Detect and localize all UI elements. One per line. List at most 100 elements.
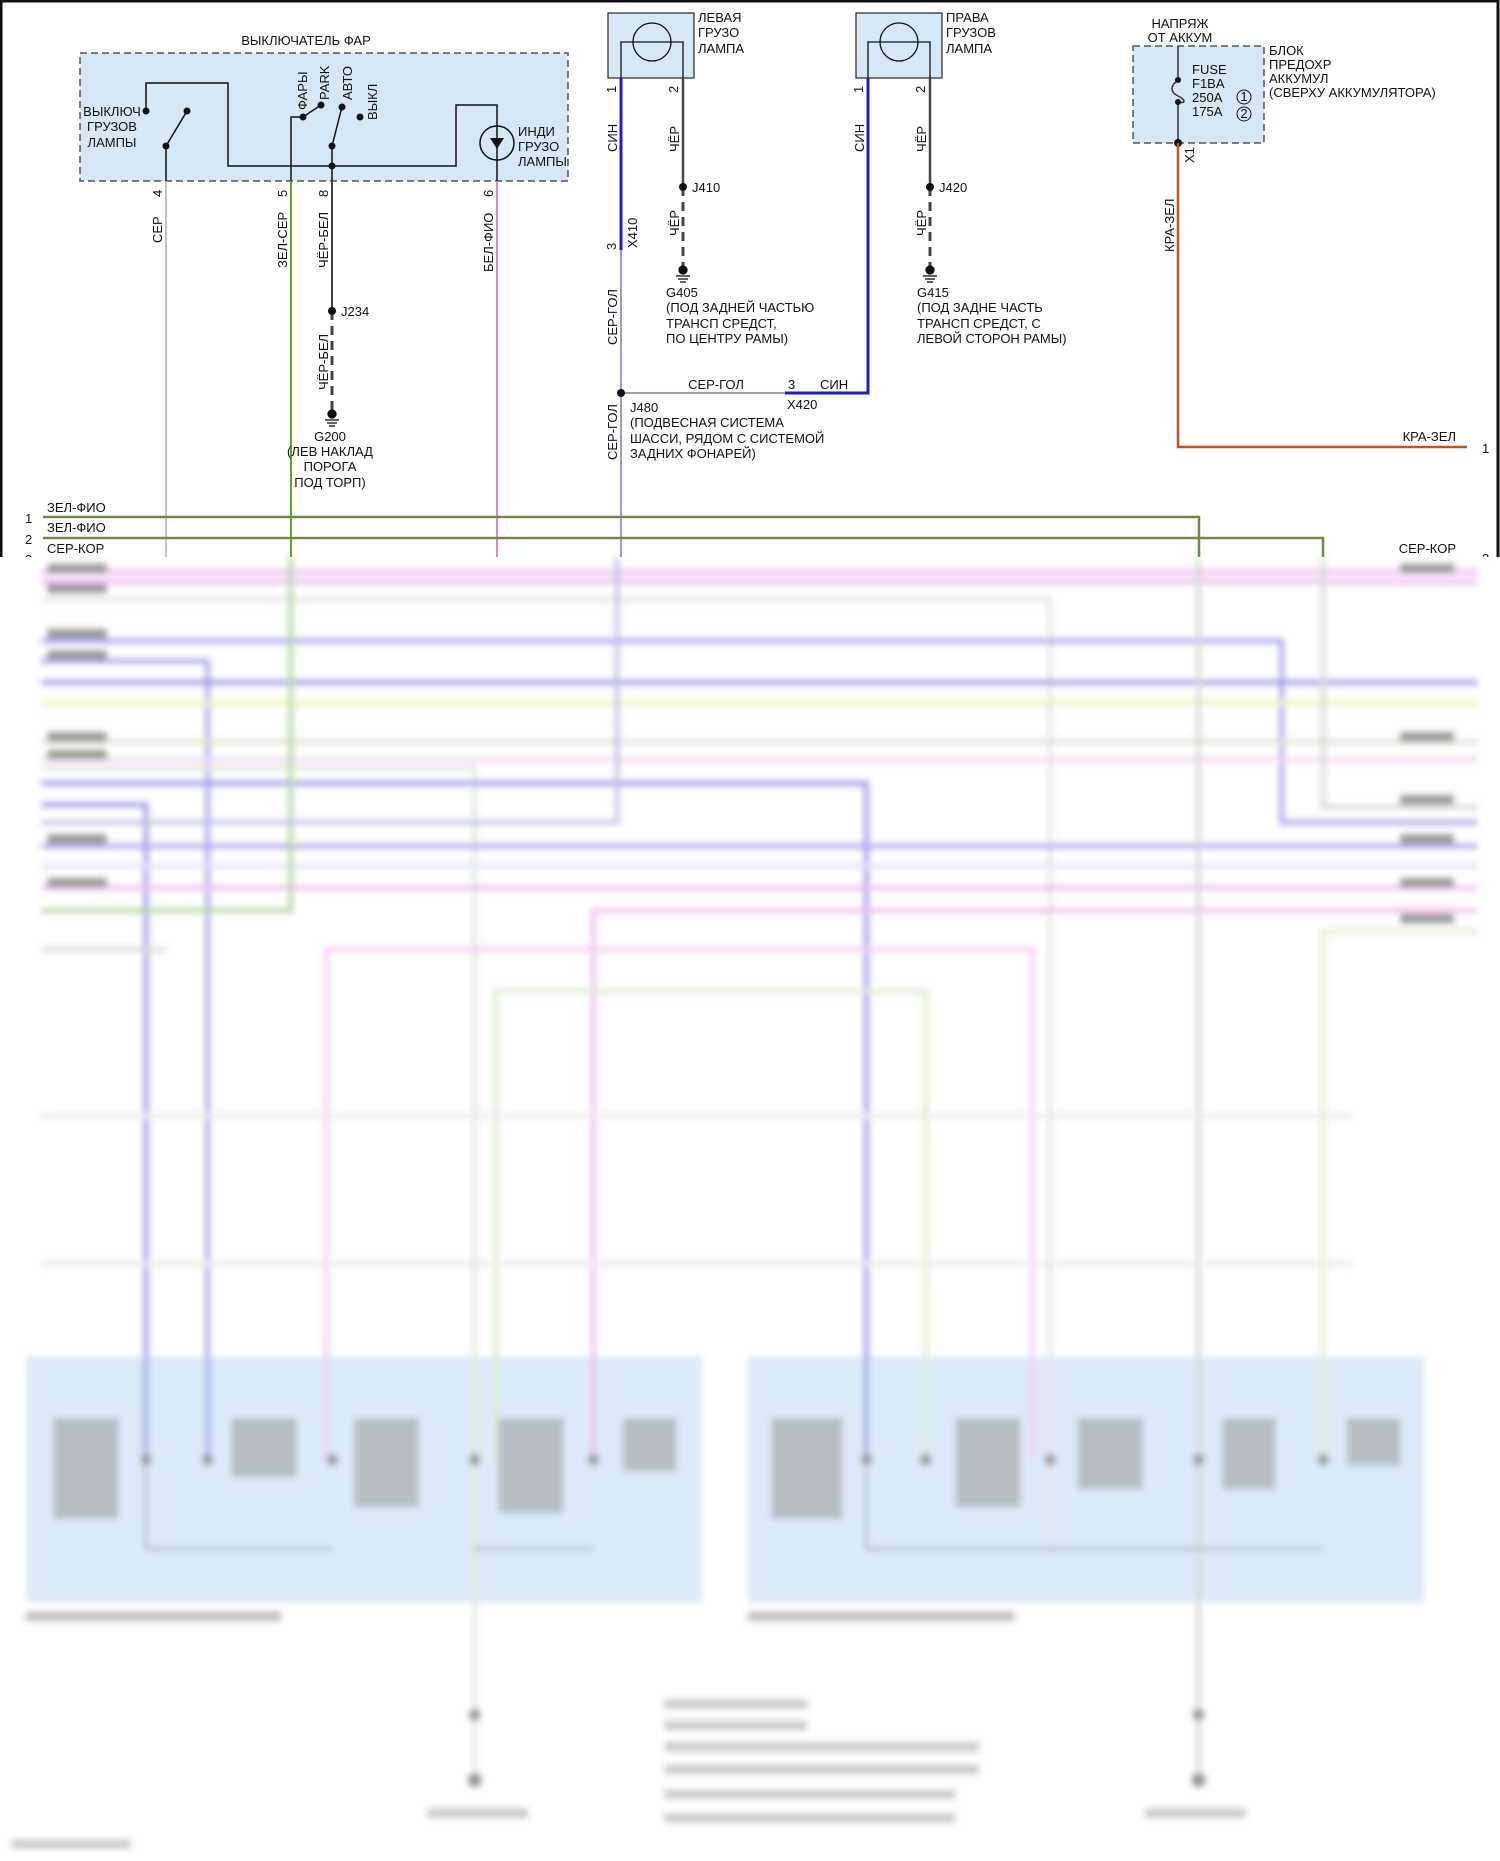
connector-label: X420: [787, 397, 817, 412]
connector-label: X410: [625, 218, 640, 248]
pin-number: 8: [316, 190, 331, 197]
lamp-label: ЛЕВАЯ: [698, 10, 742, 25]
pin-number: 5: [275, 190, 290, 197]
wire-label: ЧЁР: [667, 126, 682, 152]
ground-icon: [676, 265, 690, 283]
variant-marker: 2: [1240, 106, 1247, 121]
splice-dot: [328, 307, 336, 315]
wire-label: ЧЁР: [667, 210, 682, 236]
fuse-icon: [1171, 79, 1185, 104]
wire-label: ЧЁР: [914, 210, 929, 236]
ground-label: ЛЕВОЙ СТОРОН РАМЫ): [917, 331, 1067, 346]
ground-label: G405: [666, 285, 698, 300]
fuse-label: 250A: [1192, 90, 1223, 105]
row-label: ЗЕЛ-ФИО: [47, 520, 106, 535]
row-number: 2: [25, 532, 32, 547]
wire-label: СИН: [605, 124, 620, 152]
fuse-label: F1BA: [1192, 76, 1225, 91]
terminal-label: X1: [1182, 147, 1197, 163]
row-number: 1: [1482, 441, 1489, 456]
fuse-box-label: АККУМУЛ: [1269, 71, 1328, 86]
wire-label: КРА-ЗЕЛ: [1162, 199, 1177, 252]
wire-label: СЕР-ГОЛ: [688, 377, 744, 392]
splice-dot: [617, 389, 625, 397]
wire-label: СЕР-ГОЛ: [605, 404, 620, 460]
row-number: 1: [25, 511, 32, 526]
wire-label: СЕР-ГОЛ: [605, 289, 620, 345]
ground-icon: [325, 409, 339, 427]
splice-description: (ПОДВЕСНАЯ СИСТЕМА: [630, 415, 784, 430]
ground-label: ТРАНСП СРЕДСТ, С: [917, 316, 1041, 331]
led-icon: [490, 138, 504, 149]
ground-label: ПО ЦЕНТРУ РАМЫ): [666, 331, 788, 346]
position-off: ВЫКЛ: [365, 84, 380, 120]
blurred-lower-diagram: [11, 557, 1478, 1849]
right-cargo-lamp: ПРАВА ГРУЗОВ ЛАМПА 1 2: [851, 10, 996, 93]
lamp-label: ГРУЗОВ: [946, 25, 996, 40]
ground-label: G200: [314, 429, 346, 444]
pin-number: 1: [851, 86, 866, 93]
wire-label: СИН: [820, 377, 848, 392]
connector-pin: 3: [604, 243, 619, 250]
ground-label: (ПОД ЗАДНЕ ЧАСТЬ: [917, 300, 1043, 315]
cargo-switch-label: ЛАМПЫ: [88, 135, 137, 150]
wire-label: БЕЛ-ФИО: [481, 213, 496, 272]
fuse-box-label: (СВЕРХУ АККУМУЛЯТОРА): [1269, 85, 1436, 100]
blurred-region: [0, 557, 1500, 1861]
fuse-label: FUSE: [1192, 62, 1227, 77]
splice-label: J480: [630, 400, 658, 415]
lamp-label: ЛАМПА: [946, 41, 992, 56]
row-label: СЕР-КОР: [1399, 541, 1456, 556]
ground-label: (ЛЕВ НАКЛАД: [287, 444, 373, 459]
wire-label: СИН: [852, 124, 867, 152]
lamp-label: ЛАМПА: [698, 41, 744, 56]
pin-number: 1: [604, 86, 619, 93]
row-label: ЗЕЛ-ФИО: [47, 500, 106, 515]
switch-title: ВЫКЛЮЧАТЕЛЬ ФАР: [241, 33, 371, 48]
pin-number: 4: [150, 190, 165, 197]
connector-pin: 3: [788, 377, 795, 392]
cargo-switch-label: ГРУЗОВ: [87, 119, 137, 134]
ground-label: (ПОД ЗАДНЕЙ ЧАСТЬЮ: [666, 300, 814, 315]
indicator-label: ГРУЗО: [518, 139, 559, 154]
left-cargo-lamp: ЛЕВАЯ ГРУЗО ЛАМПА 1 2: [604, 10, 744, 93]
wire-label: ЧЁР-БЕЛ: [316, 334, 331, 390]
source-label: НАПРЯЖ: [1151, 16, 1208, 31]
position-auto: АВТО: [340, 66, 355, 100]
wire-label: КРА-ЗЕЛ: [1403, 429, 1456, 444]
ground-label: ПОД ТОРП): [294, 475, 365, 490]
splice-label: J420: [939, 180, 967, 195]
fuse-box-label: БЛОК: [1269, 43, 1304, 58]
row-label: СЕР-КОР: [47, 541, 104, 556]
ground-label: ПОРОГА: [304, 459, 357, 474]
fuse-box-label: ПРЕДОХР: [1269, 57, 1331, 72]
fuse-label: 175A: [1192, 104, 1223, 119]
pin-number: 2: [666, 86, 681, 93]
splice-label: J234: [341, 304, 369, 319]
wire-label: ЧЁР: [914, 126, 929, 152]
battery-fuse-box: НАПРЯЖ ОТ АККУМ FUSE F1BA 250A 175A 1 2 …: [1132, 16, 1436, 144]
headlamp-switch: ВЫКЛЮЧАТЕЛЬ ФАР ВЫКЛЮЧ ГРУЗОВ ЛАМПЫ ФАРЫ…: [79, 33, 569, 197]
wire-label: ЧЁР-БЕЛ: [316, 212, 331, 268]
source-label: ОТ АККУМ: [1148, 30, 1213, 45]
lamp-label: ГРУЗО: [698, 25, 739, 40]
indicator-label: ИНДИ: [518, 124, 555, 139]
splice-description: ШАССИ, РЯДОМ С СИСТЕМОЙ: [630, 431, 824, 446]
splice-description: ЗАДНИХ ФОНАРЕЙ): [630, 446, 756, 461]
ground-label: ТРАНСП СРЕДСТ,: [666, 316, 777, 331]
wire-label: ЗЕЛ-СЕР: [275, 212, 290, 268]
cargo-switch-label: ВЫКЛЮЧ: [83, 104, 141, 119]
ground-icon: [923, 265, 937, 283]
ground-label: G415: [917, 285, 949, 300]
pin-number: 6: [481, 190, 496, 197]
indicator-label: ЛАМПЫ: [518, 154, 567, 169]
wire-label: СЕР: [150, 216, 165, 243]
position-park: PARK: [317, 65, 332, 100]
splice-label: J410: [692, 180, 720, 195]
position-headlamps: ФАРЫ: [295, 72, 310, 110]
lamp-label: ПРАВА: [946, 10, 989, 25]
variant-marker: 1: [1240, 89, 1247, 104]
pin-number: 2: [913, 86, 928, 93]
